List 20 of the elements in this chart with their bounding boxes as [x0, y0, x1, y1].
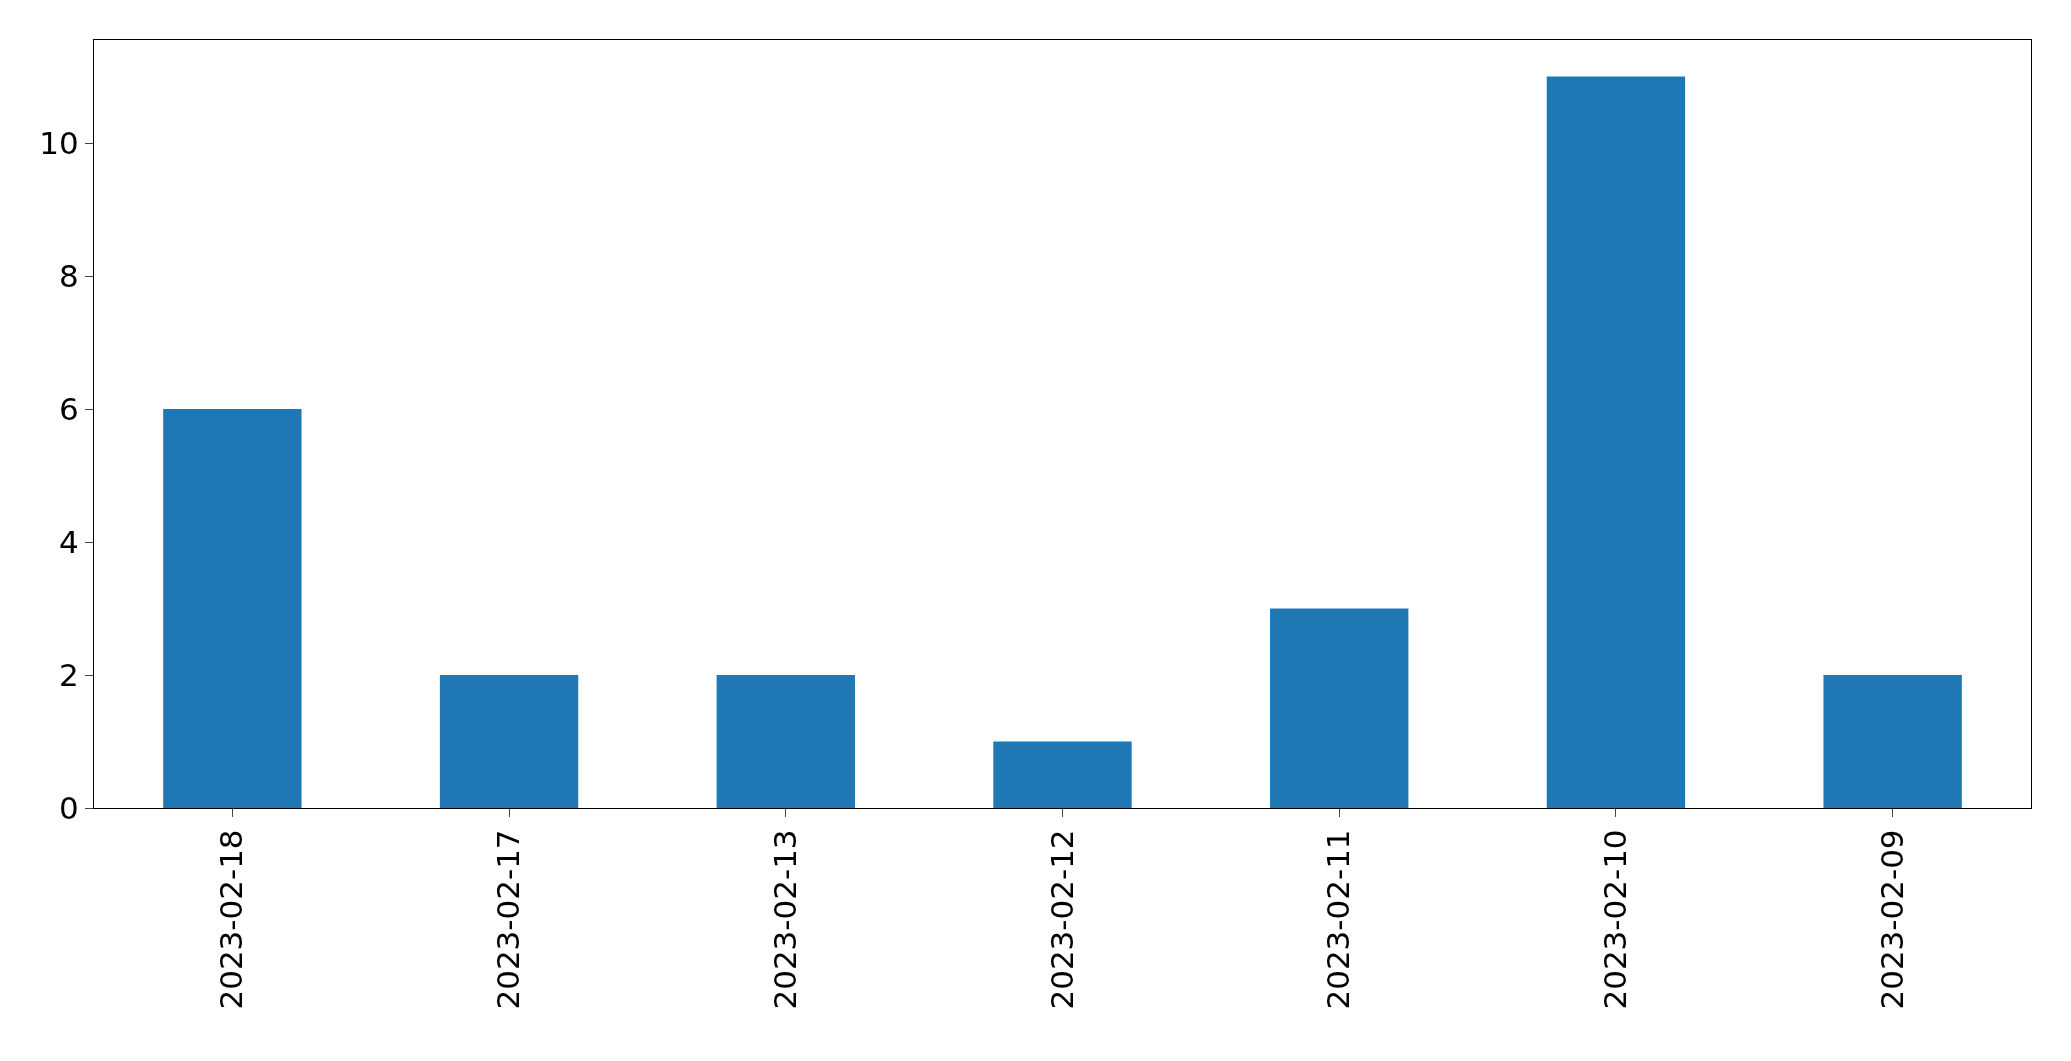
bar	[163, 409, 302, 808]
y-tick-label: 8	[59, 257, 79, 294]
x-tick-label: 2023-02-13	[766, 829, 803, 1010]
bar	[1270, 608, 1409, 808]
y-tick-label: 0	[59, 789, 79, 826]
x-tick-label: 2023-02-09	[1873, 829, 1910, 1010]
bar	[1823, 675, 1962, 808]
x-tick-label: 2023-02-12	[1043, 829, 1080, 1010]
bar	[1546, 76, 1686, 808]
bar	[439, 675, 579, 808]
bar	[716, 675, 855, 808]
y-tick-label: 4	[59, 523, 79, 560]
x-tick-label: 2023-02-11	[1320, 829, 1357, 1010]
y-tick-label: 6	[59, 390, 79, 427]
x-tick-label: 2023-02-10	[1597, 829, 1634, 1010]
x-tick-label: 2023-02-17	[490, 829, 527, 1010]
y-tick-label: 2	[59, 656, 79, 693]
y-tick-label: 10	[39, 124, 79, 161]
x-tick-label: 2023-02-18	[213, 829, 250, 1010]
bar	[993, 741, 1132, 808]
